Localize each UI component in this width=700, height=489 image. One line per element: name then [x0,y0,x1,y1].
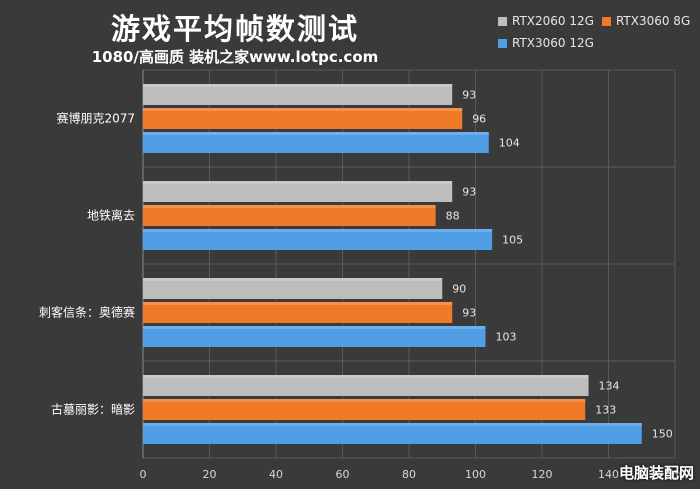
bar-highlight-rtx3060-8g-cat-2 [143,302,453,305]
x-tick-label-160: 160 [665,468,686,481]
bar-highlight-rtx3060-12g-cat-3 [143,423,642,426]
value-label-rtx2060-12g-cat-2: 90 [452,283,466,296]
x-tick-label-20: 20 [203,468,217,481]
value-label-rtx2060-12g-cat-3: 134 [599,380,620,393]
legend-swatch-rtx3060-12g [498,38,507,48]
category-label-3: 古墓丽影：暗影 [51,402,135,417]
legend-item-rtx2060-12g: RTX2060 12G [498,14,594,28]
legend-swatch-rtx3060-8g [601,16,611,26]
legend-label-rtx2060-12g: RTX2060 12G [512,14,594,28]
value-label-rtx3060-8g-cat-1: 88 [446,210,460,223]
category-label-0: 赛博朋克2077 [56,111,135,126]
x-tick-label-0: 0 [140,468,147,481]
legend-item-rtx3060-12g: RTX3060 12G [498,36,594,50]
bar-rtx3060-8g-cat-2 [143,302,453,323]
watermark-text: 电脑装配网 [618,464,694,482]
bar-rtx3060-12g-cat-0 [143,132,489,153]
chart-legend: RTX2060 12G RTX3060 8G RTX3060 12G [498,10,698,54]
bar-rtx3060-8g-cat-3 [143,399,586,420]
x-tick-label-60: 60 [336,468,350,481]
bar-rtx2060-12g-cat-1 [143,181,453,202]
x-tick-label-80: 80 [402,468,416,481]
category-label-1: 地铁离去 [87,208,135,223]
bar-highlight-rtx2060-12g-cat-0 [143,84,453,87]
bar-rtx2060-12g-cat-0 [143,84,453,105]
bar-rtx3060-12g-cat-2 [143,326,486,347]
value-label-rtx2060-12g-cat-0: 93 [462,89,476,102]
bar-rtx3060-8g-cat-0 [143,108,463,129]
bar-rtx3060-12g-cat-3 [143,423,642,444]
bar-rtx3060-12g-cat-1 [143,229,493,250]
value-label-rtx3060-8g-cat-2: 93 [462,307,476,320]
bar-highlight-rtx2060-12g-cat-3 [143,375,589,378]
legend-swatch-rtx2060-12g [498,16,507,26]
legend-label-rtx3060-12g: RTX3060 12G [512,36,594,50]
legend-row-1: RTX2060 12G RTX3060 8G [498,10,698,32]
chart-title: 游戏平均帧数测试 [110,12,359,46]
bar-rtx2060-12g-cat-2 [143,278,443,299]
x-tick-label-100: 100 [465,468,486,481]
bar-highlight-rtx3060-12g-cat-0 [143,132,489,135]
category-label-2: 刺客信条：奥德赛 [39,305,135,320]
value-label-rtx3060-12g-cat-1: 105 [502,234,523,247]
value-label-rtx2060-12g-cat-1: 93 [462,186,476,199]
bar-highlight-rtx3060-8g-cat-0 [143,108,463,111]
bar-highlight-rtx3060-8g-cat-1 [143,205,436,208]
bar-highlight-rtx3060-12g-cat-2 [143,326,486,329]
bar-rtx2060-12g-cat-3 [143,375,589,396]
legend-item-rtx3060-8g: RTX3060 8G [601,14,691,28]
value-label-rtx3060-12g-cat-2: 103 [495,331,516,344]
value-label-rtx3060-8g-cat-3: 133 [595,404,616,417]
bar-highlight-rtx3060-12g-cat-1 [143,229,493,232]
value-label-rtx3060-12g-cat-0: 104 [499,137,520,150]
bar-highlight-rtx2060-12g-cat-1 [143,181,453,184]
legend-row-2: RTX3060 12G [498,32,698,54]
bar-rtx3060-8g-cat-1 [143,205,436,226]
legend-label-rtx3060-8g: RTX3060 8G [615,14,691,28]
bar-highlight-rtx3060-8g-cat-3 [143,399,586,402]
x-tick-label-140: 140 [598,468,619,481]
chart-subtitle: 1080/高画质 装机之家www.lotpc.com [91,48,379,66]
value-label-rtx3060-8g-cat-0: 96 [472,113,486,126]
value-label-rtx3060-12g-cat-3: 150 [652,428,673,441]
x-tick-label-120: 120 [532,468,553,481]
bar-highlight-rtx2060-12g-cat-2 [143,278,443,281]
x-tick-label-40: 40 [269,468,283,481]
